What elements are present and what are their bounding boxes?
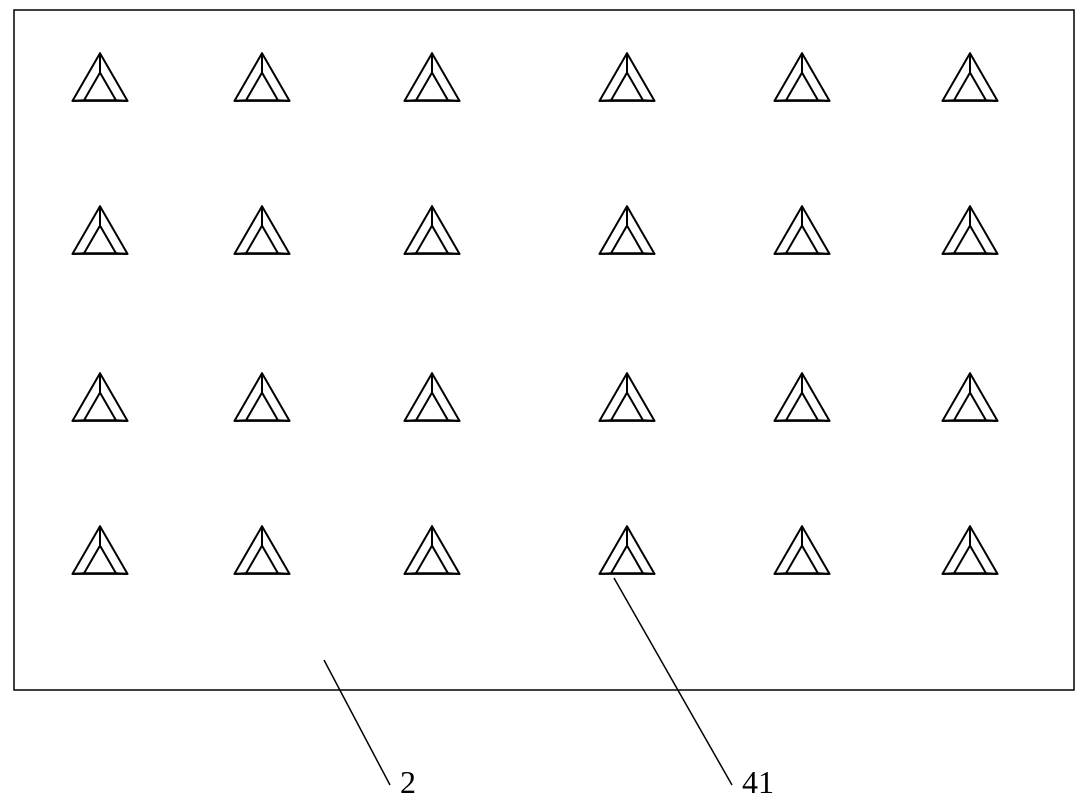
outer-frame xyxy=(14,10,1074,690)
pyramid-icon xyxy=(73,53,128,101)
leader-line xyxy=(324,660,390,785)
pyramid-icon xyxy=(235,373,290,421)
pyramid-icon xyxy=(775,206,830,254)
pyramid-icon xyxy=(73,206,128,254)
leader-line xyxy=(614,578,732,785)
pyramid-icon xyxy=(600,526,655,574)
pyramid-icon xyxy=(943,53,998,101)
pyramid-icon xyxy=(405,526,460,574)
pyramid-icon xyxy=(405,373,460,421)
diagram-canvas: 2 41 xyxy=(0,0,1085,798)
pyramid-icon xyxy=(405,53,460,101)
pyramid-icon xyxy=(235,206,290,254)
pyramid-icon xyxy=(775,526,830,574)
pyramid-icon xyxy=(600,373,655,421)
callout-label: 41 xyxy=(742,764,774,798)
pyramid-icon xyxy=(600,206,655,254)
pyramid-icon xyxy=(235,526,290,574)
pyramid-icon xyxy=(775,53,830,101)
pyramid-icon xyxy=(775,373,830,421)
pyramid-icon xyxy=(943,206,998,254)
pyramid-icon xyxy=(235,53,290,101)
pyramid-icon xyxy=(943,373,998,421)
pyramid-icon xyxy=(600,53,655,101)
pyramid-icon xyxy=(943,526,998,574)
pyramid-icon xyxy=(73,373,128,421)
pyramid-icon xyxy=(405,206,460,254)
callout-label: 2 xyxy=(400,764,416,798)
pyramid-icon xyxy=(73,526,128,574)
